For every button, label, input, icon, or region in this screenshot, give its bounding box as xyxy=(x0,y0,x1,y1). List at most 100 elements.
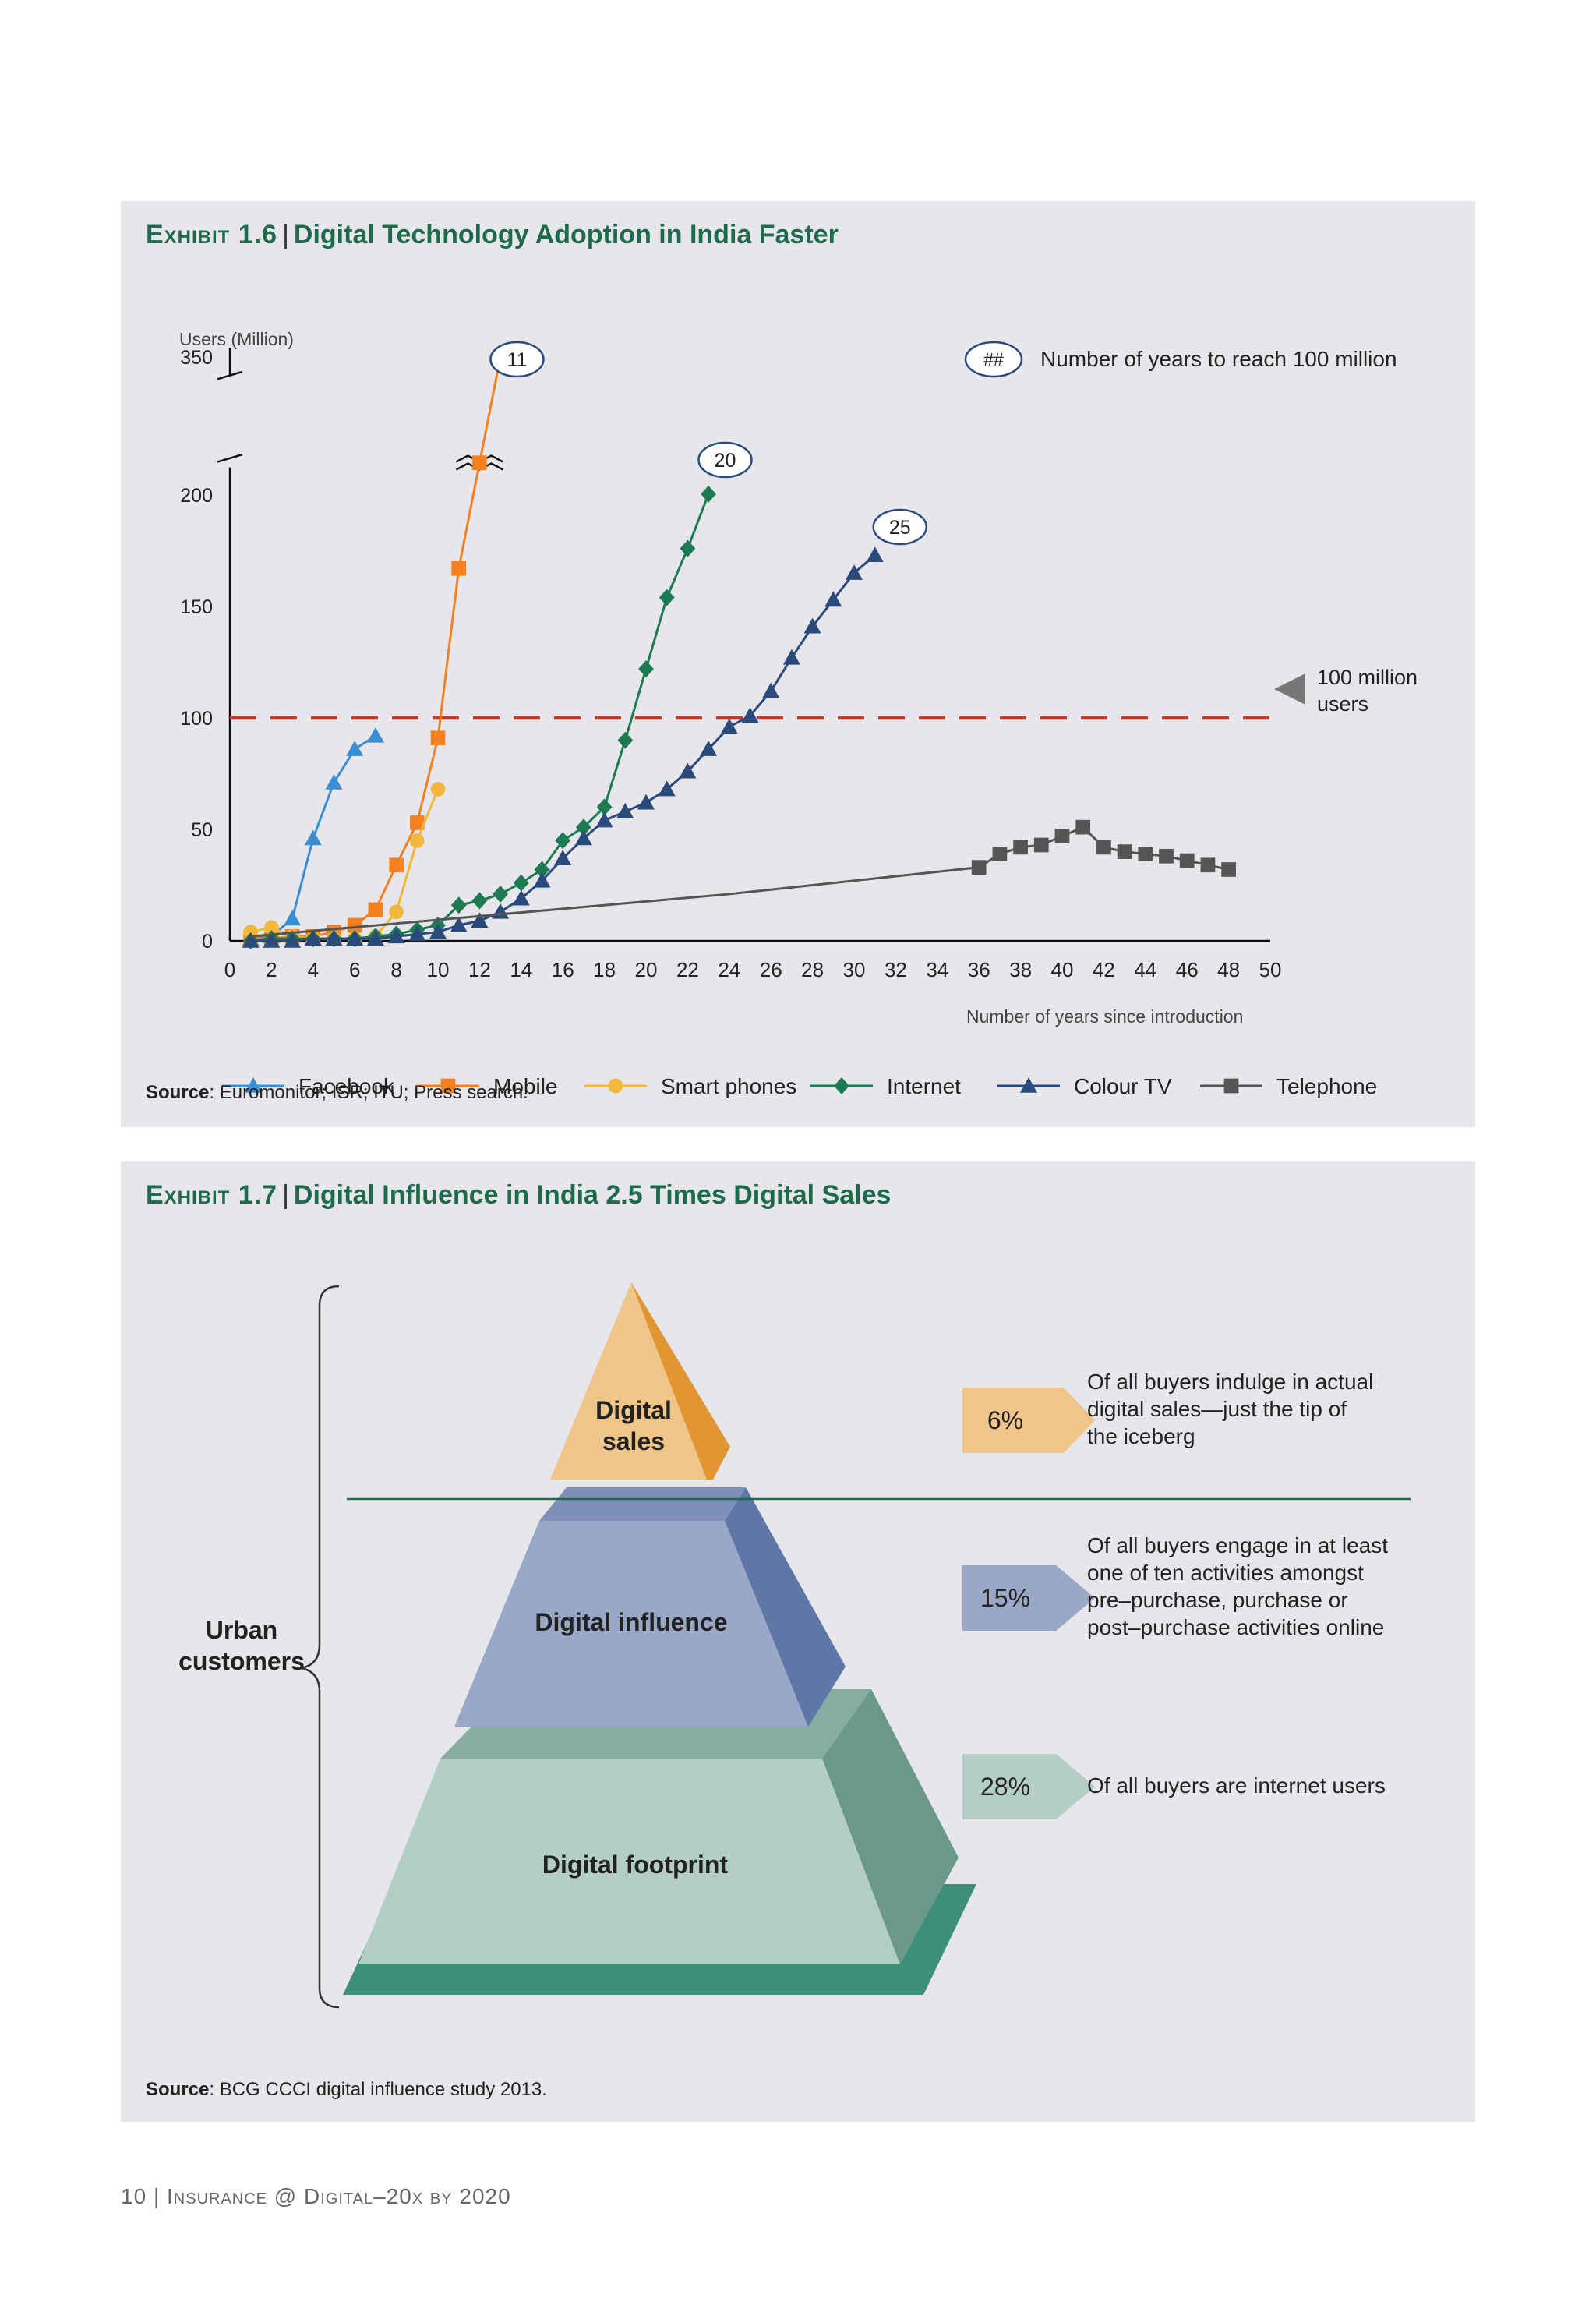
footprint-front xyxy=(358,1759,900,1964)
data-point-colour-tv xyxy=(595,811,613,828)
x-tick-label: 26 xyxy=(760,958,782,981)
data-point-colour-tv xyxy=(450,916,468,932)
tier-digital-sales: Digital sales xyxy=(550,1282,730,1480)
data-point-colour-tv xyxy=(492,903,510,919)
data-point-mobile xyxy=(389,857,404,873)
sales-front xyxy=(550,1282,707,1480)
exhibit-heading: Digital Technology Adoption in India Fas… xyxy=(293,220,839,249)
x-tick-label: 40 xyxy=(1051,958,1074,981)
data-point-internet xyxy=(534,861,550,879)
x-tick-label: 12 xyxy=(468,958,491,981)
data-point-smart-phones xyxy=(430,782,446,797)
data-point-colour-tv xyxy=(866,546,884,563)
tier-digital-footprint: Digital footprint xyxy=(343,1689,976,1995)
data-point-colour-tv xyxy=(512,889,530,906)
data-point-colour-tv xyxy=(471,912,489,928)
y-tick-label: 0 xyxy=(202,931,213,953)
axis-break-mark xyxy=(217,370,243,380)
exhibit-label: Exhibit 1.6 xyxy=(146,220,278,249)
data-point-colour-tv xyxy=(284,932,302,948)
axis-break-mark xyxy=(217,453,243,463)
footprint-side xyxy=(822,1689,959,1964)
years-badge-value: 11 xyxy=(507,349,527,371)
data-point-facebook xyxy=(346,741,364,756)
y-tick-label: 50 xyxy=(191,819,213,841)
page-number: 10 xyxy=(121,2184,147,2208)
x-tick-label: 48 xyxy=(1217,958,1240,981)
x-tick-label: 2 xyxy=(266,958,277,981)
data-point-colour-tv xyxy=(387,928,405,944)
legend-marker-internet xyxy=(834,1077,849,1094)
data-point-mobile xyxy=(472,455,487,471)
exhibit-heading: Digital Influence in India 2.5 Times Dig… xyxy=(293,1180,892,1210)
data-point-internet xyxy=(513,874,529,892)
data-point-telephone xyxy=(1117,844,1132,859)
years-badge xyxy=(489,341,545,378)
data-point-colour-tv xyxy=(533,871,551,888)
data-point-colour-tv xyxy=(616,803,634,818)
threshold-label-line2: users xyxy=(1317,692,1368,716)
x-tick-label: 22 xyxy=(676,958,699,981)
data-point-telephone xyxy=(1096,840,1111,855)
key-text: Number of years to reach 100 million xyxy=(1040,347,1397,371)
data-point-facebook xyxy=(284,910,302,926)
exhibit-1-6-source: Source: Euromonitor; ISR; ITU; Press sea… xyxy=(146,1082,528,1103)
data-point-telephone xyxy=(1075,819,1091,835)
x-tick-label: 30 xyxy=(843,958,866,981)
legend-label-mobile: Mobile xyxy=(493,1074,557,1098)
series-line-colour-tv xyxy=(250,554,876,942)
influence-side xyxy=(725,1487,846,1727)
percent-value: 15% xyxy=(980,1584,1030,1612)
exhibit-label: Exhibit 1.7 xyxy=(146,1180,278,1210)
x-tick-label: 20 xyxy=(635,958,658,981)
legend-label-smart-phones: Smart phones xyxy=(661,1074,796,1098)
tier-description: Of all buyers are internet users xyxy=(1087,1773,1386,1798)
tier-callout-footprint: 28% Of all buyers are internet users xyxy=(962,1754,1386,1819)
data-point-smart-phones xyxy=(264,920,279,935)
legend-marker-colour-tv xyxy=(1020,1077,1037,1093)
x-axis-label: Number of years since introduction xyxy=(966,1006,1243,1027)
data-point-internet xyxy=(659,589,675,606)
threshold-label-line1: 100 million xyxy=(1317,666,1418,689)
publication-title: Insurance @ Digital–20x by 2020 xyxy=(167,2184,511,2208)
key-badge-text: ## xyxy=(983,349,1004,369)
data-point-colour-tv xyxy=(720,718,738,734)
influence-top xyxy=(539,1487,746,1521)
series-line-mobile xyxy=(250,356,502,940)
data-point-telephone xyxy=(1179,853,1195,868)
data-point-smart-phones xyxy=(409,833,425,848)
data-point-telephone xyxy=(1138,847,1153,861)
tier-callout-influence: 15% Of all buyers engage in at least one… xyxy=(962,1533,1388,1639)
series-line-telephone xyxy=(250,826,1229,938)
page-footer: 10 | Insurance @ Digital–20x by 2020 xyxy=(121,2184,511,2208)
percent-chevron-tip xyxy=(1048,1388,1095,1453)
data-point-colour-tv xyxy=(346,930,364,946)
data-point-internet xyxy=(617,731,634,749)
legend-marker-smart-phones xyxy=(608,1078,623,1094)
data-point-internet xyxy=(596,798,613,816)
data-point-telephone xyxy=(1033,837,1049,853)
sales-side xyxy=(631,1282,730,1480)
years-badge xyxy=(697,441,753,479)
x-tick-label: 32 xyxy=(885,958,907,981)
data-point-colour-tv xyxy=(679,762,697,779)
data-point-colour-tv xyxy=(846,564,863,580)
x-tick-label: 18 xyxy=(593,958,616,981)
data-point-facebook xyxy=(304,829,322,846)
data-point-facebook xyxy=(366,727,384,743)
x-tick-label: 38 xyxy=(1009,958,1032,981)
data-point-telephone xyxy=(1013,840,1028,855)
x-tick-label: 8 xyxy=(390,958,401,981)
x-tick-label: 0 xyxy=(224,958,235,981)
data-point-mobile xyxy=(430,730,446,746)
years-key: ## Number of years to reach 100 million xyxy=(964,341,1397,378)
years-badge-value: 20 xyxy=(715,450,736,472)
data-point-internet xyxy=(576,818,591,836)
threshold-arrow-icon xyxy=(1274,673,1305,705)
years-badge xyxy=(872,508,927,546)
data-point-colour-tv xyxy=(366,930,384,946)
data-point-colour-tv xyxy=(824,591,842,607)
data-point-internet xyxy=(450,896,467,914)
influence-front xyxy=(454,1521,808,1727)
data-point-colour-tv xyxy=(782,649,800,665)
